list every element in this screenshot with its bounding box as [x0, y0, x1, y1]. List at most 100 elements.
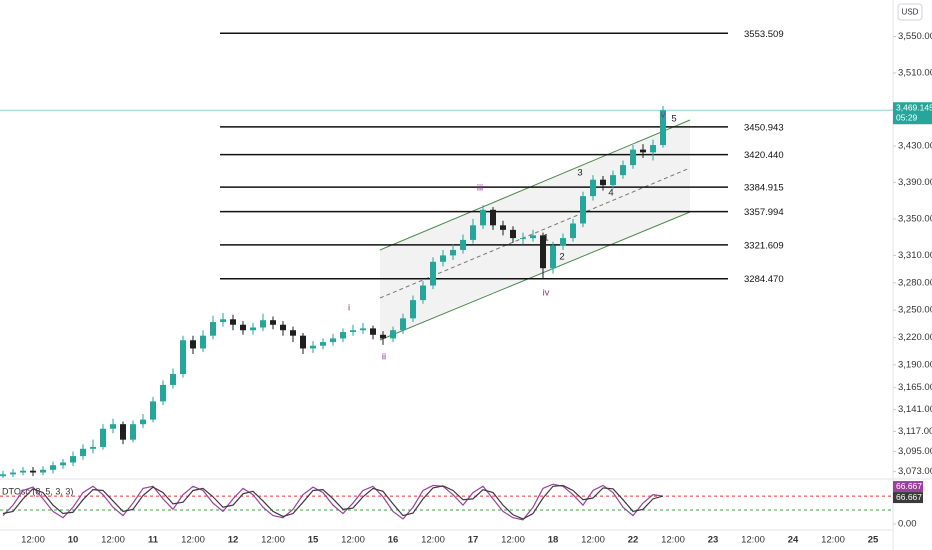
x-tick-label: 10 [68, 535, 79, 546]
x-tick-label: 12:00 [21, 535, 45, 546]
level-label: 3553.509 [744, 29, 784, 40]
price-tag [893, 102, 932, 125]
candle-body [300, 335, 306, 349]
x-tick-label: 23 [708, 535, 719, 546]
candle-body [240, 324, 246, 331]
candle-body [250, 327, 256, 331]
candle-body [580, 196, 586, 224]
candle-body [520, 238, 526, 240]
candle-body [100, 428, 106, 447]
osc-tag-value: 66.667 [896, 481, 922, 491]
candle-body [130, 424, 136, 440]
candle-body [470, 225, 476, 240]
osc-line [2, 484, 664, 520]
y-tick-label: 3,310.000 [898, 250, 932, 261]
channel-bottom [379, 211, 691, 341]
candle-body [20, 470, 26, 473]
candle-body [560, 238, 566, 246]
candle-body [390, 330, 396, 339]
candle-body [210, 322, 216, 336]
wave-label: iv [543, 288, 550, 299]
candle-body [410, 300, 416, 319]
candle-body [190, 340, 196, 349]
candle-body [50, 465, 56, 470]
osc-tag [893, 481, 923, 493]
candle-body [350, 330, 356, 333]
osc-line [2, 483, 664, 521]
x-tick-label: 12:00 [501, 535, 525, 546]
wave-label: 3 [577, 168, 582, 179]
candle-body [430, 261, 436, 286]
candle-body [650, 145, 656, 153]
candle-body [10, 472, 16, 475]
wave-label: v [661, 110, 666, 121]
x-tick-label: 12:00 [181, 535, 205, 546]
candle-body [590, 179, 596, 197]
y-tick-label: 3,141.000 [898, 404, 932, 415]
y-tick-label: 3,165.000 [898, 382, 932, 393]
level-label: 3284.470 [744, 274, 784, 285]
candle-body [630, 149, 636, 166]
x-tick-label: 12:00 [101, 535, 125, 546]
candle-body [340, 332, 346, 339]
x-tick-label: 12:00 [421, 535, 445, 546]
candle-body [290, 330, 296, 336]
candle-body [150, 401, 156, 420]
candle-body [90, 446, 96, 449]
level-label: 3357.994 [744, 207, 784, 218]
currency: USD [902, 8, 919, 17]
candle-body [120, 424, 126, 440]
level-label: 3450.943 [744, 122, 784, 133]
y-tick-label: 3,430.000 [898, 140, 932, 151]
candle-body [70, 456, 76, 463]
x-tick-label: 15 [308, 535, 319, 546]
y-tick-label: 3,250.000 [898, 305, 932, 316]
candle-body [0, 474, 6, 477]
price-tag-countdown: 05:29 [896, 112, 918, 122]
candle-body [170, 374, 176, 385]
candle-body [530, 235, 536, 239]
candle-body [280, 324, 286, 331]
candle-body [490, 209, 496, 226]
x-tick-label: 12:00 [261, 535, 285, 546]
candle-body [140, 419, 146, 425]
y-tick-label: 3,073.000 [898, 466, 932, 477]
candle-body [40, 469, 46, 473]
level-label: 3321.609 [744, 240, 784, 251]
candle-body [220, 319, 226, 323]
y-tick-label: 3,280.000 [898, 277, 932, 288]
x-tick-label: 18 [548, 535, 559, 546]
y-tick-label: 3,190.000 [898, 359, 932, 370]
candle-body [500, 225, 506, 230]
y-tick-label: 3,510.000 [898, 67, 932, 78]
candle-body [450, 249, 456, 256]
candle-body [160, 384, 166, 402]
candle-body [480, 209, 486, 226]
wave-label: iii [477, 183, 483, 194]
x-tick-label: 12:00 [341, 535, 365, 546]
x-tick-label: 16 [388, 535, 399, 546]
candle-body [310, 345, 316, 349]
wave-label: 5 [671, 114, 676, 125]
candle-body [510, 229, 516, 239]
x-tick-label: 12:00 [741, 535, 765, 546]
currency-box[interactable] [897, 3, 923, 21]
wave-label: 4 [608, 188, 613, 199]
y-tick-label: 3,350.000 [898, 213, 932, 224]
candle-body [270, 320, 276, 325]
candle-body [620, 165, 626, 176]
candle-body [330, 338, 336, 343]
candle-body [200, 335, 206, 349]
x-tick-label: 22 [628, 535, 639, 546]
candle-body [370, 328, 376, 335]
x-tick-label: 12:00 [581, 535, 605, 546]
candle-body [380, 334, 386, 339]
candle-body [570, 223, 576, 239]
x-tick-label: 25 [868, 535, 879, 546]
x-tick-label: 12:00 [661, 535, 685, 546]
level-label: 3420.440 [744, 150, 784, 161]
wave-label: 1 [543, 233, 548, 244]
